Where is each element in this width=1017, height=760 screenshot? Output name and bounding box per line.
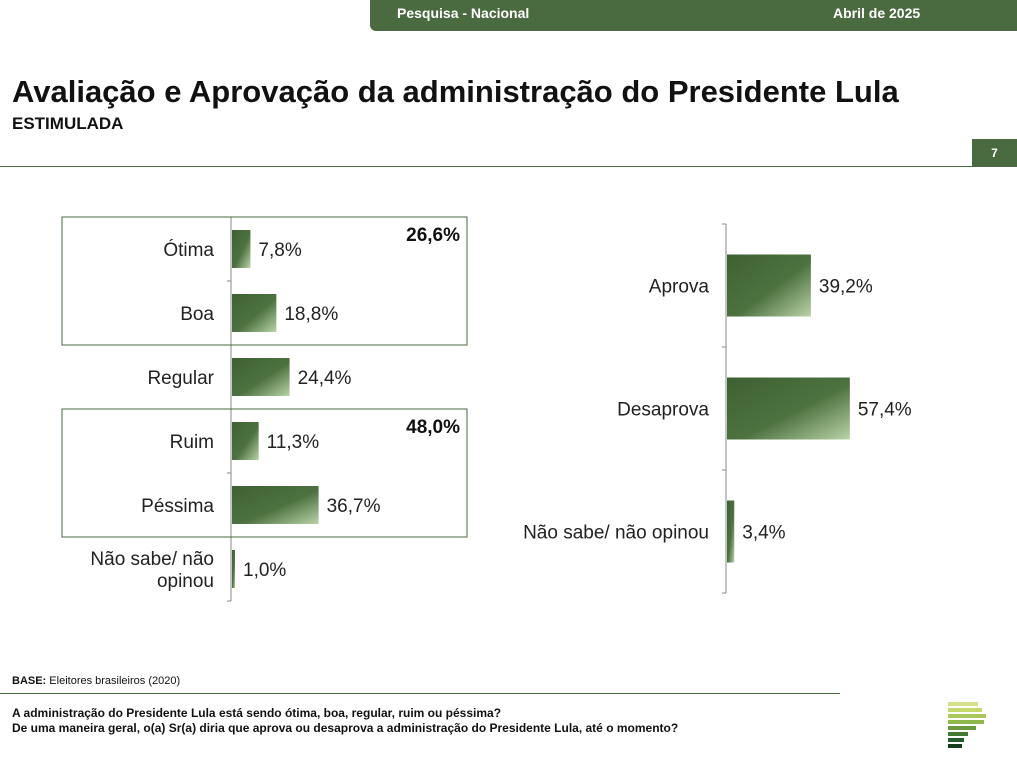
title-divider (0, 166, 972, 167)
value-label-boa: 18,8% (284, 304, 338, 325)
value-label-ruim: 11,3% (267, 432, 320, 453)
header-bar: Pesquisa - Nacional Abril de 2025 (370, 0, 1017, 31)
value-label-regular: 24,4% (298, 368, 352, 389)
category-label-nao-sabe-nao-opinou: Não sabe/ não opinou (523, 523, 709, 544)
value-label-otima: 7,8% (258, 240, 301, 261)
group-total-ruim-pessima: 48,0% (406, 417, 460, 438)
value-label-pessima: 36,7% (327, 496, 381, 517)
page-subtitle: ESTIMULADA (12, 114, 124, 133)
base-note: BASE: Eleitores brasileiros (2020) (12, 675, 180, 687)
value-label-nao-sabe-nao-opinou: 1,0% (243, 560, 286, 581)
bar-nao-sabe-nao-opinou (232, 550, 235, 588)
survey-date: Abril de 2025 (833, 5, 921, 21)
value-label-aprova: 39,2% (819, 277, 873, 298)
logo-icon (948, 702, 986, 748)
category-label-pessima: Péssima (141, 496, 214, 517)
category-label-boa: Boa (180, 304, 214, 325)
base-text: Eleitores brasileiros (2020) (49, 675, 181, 687)
question-2: De uma maneira geral, o(a) Sr(a) diria q… (12, 721, 679, 735)
bar-otima (232, 230, 251, 268)
group-total-otima-boa: 26,6% (406, 225, 460, 246)
category-label-nao-sabe-nao-opinou: Não sabe/ não (90, 549, 214, 570)
group-box-ruim-pessima (61, 408, 468, 538)
bar-pessima (232, 486, 319, 524)
bar-regular (232, 358, 290, 396)
bar-aprova (727, 254, 811, 317)
page-number: 7 (972, 139, 1017, 167)
category-label-regular: Regular (147, 368, 214, 389)
value-label-nao-sabe-nao-opinou: 3,4% (742, 523, 785, 544)
page-title: Avaliação e Aprovação da administração d… (12, 74, 899, 109)
survey-label: Pesquisa - Nacional (397, 5, 530, 21)
group-box-otima-boa (61, 216, 468, 346)
category-label-desaprova: Desaprova (617, 400, 709, 421)
value-label-desaprova: 57,4% (858, 400, 912, 421)
category-label-ruim: Ruim (170, 432, 214, 453)
category-label-otima: Ótima (163, 239, 214, 261)
question-1: A administração do Presidente Lula está … (12, 706, 502, 720)
bar-ruim (232, 422, 259, 460)
category-label-aprova: Aprova (649, 277, 710, 298)
bar-desaprova (727, 377, 850, 440)
footer-divider (0, 693, 840, 694)
bar-nao-sabe-nao-opinou (727, 500, 735, 563)
category-label-nao-sabe-nao-opinou: opinou (157, 571, 214, 592)
bar-boa (232, 294, 277, 332)
base-label: BASE: (12, 675, 47, 687)
